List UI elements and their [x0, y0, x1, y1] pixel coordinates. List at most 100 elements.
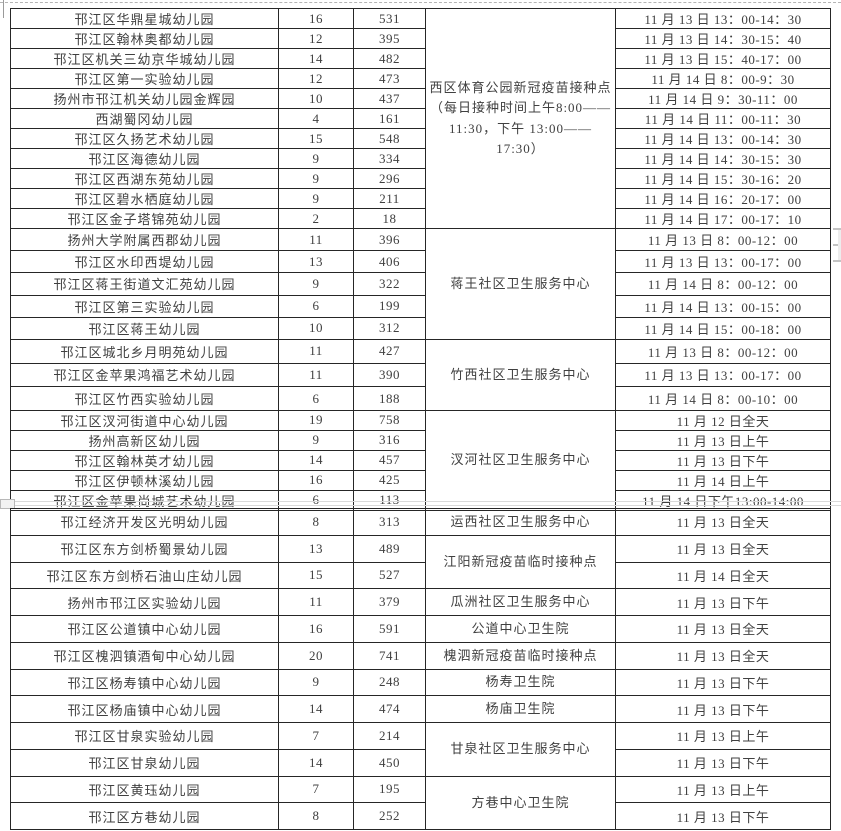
table-row: 邗江区伊顿林溪幼儿园 16 425 11 月 14 日上午 — [10, 469, 831, 491]
total-cell: 161 — [353, 108, 426, 129]
count-cell: 9 — [278, 148, 354, 169]
schedule-cell: 11 月 14 日 8：00-12：00 — [615, 272, 831, 296]
kindergarten-name-cell: 邗江区海德幼儿园 — [10, 148, 279, 169]
count-cell: 20 — [278, 641, 354, 670]
vaccination-site-cell: 江阳新冠疫苗临时接种点 — [425, 534, 616, 590]
table-row: 邗江经济开发区光明幼儿园 8 313 运西社区卫生服务中心 11 月 13 日全天 — [10, 508, 831, 536]
count-cell: 13 — [278, 534, 354, 563]
count-cell: 10 — [278, 88, 354, 109]
schedule-cell: 11 月 13 日下午 — [615, 588, 831, 616]
vaccination-schedule-table-rural: 邗江经济开发区光明幼儿园 8 313 运西社区卫生服务中心 11 月 13 日全天 邗江区… — [10, 508, 831, 830]
table-row: 邗江区杨寿镇中心幼儿园 9 248 杨寿卫生院 11 月 13 日下午 — [10, 668, 831, 697]
schedule-cell: 11 月 14 日 11：00-11：30 — [615, 108, 831, 129]
kindergarten-name-cell: 邗江区汊河街道中心幼儿园 — [10, 409, 279, 431]
crop-artifact-right-strip — [838, 230, 841, 260]
total-cell: 396 — [353, 227, 426, 252]
total-cell: 211 — [353, 188, 426, 209]
count-cell: 19 — [278, 409, 354, 431]
kindergarten-name-cell: 邗江区金苹果鸿福艺术幼儿园 — [10, 362, 279, 388]
kindergarten-name-cell: 邗江区杨庙镇中心幼儿园 — [10, 695, 279, 723]
total-cell: 457 — [353, 449, 426, 471]
kindergarten-name-cell: 邗江区东方剑桥蜀景幼儿园 — [10, 534, 279, 563]
kindergarten-name-cell: 邗江区碧水栖庭幼儿园 — [10, 188, 279, 209]
table-row: 邗江区蒋王幼儿园 10 312 11 月 14 日 15：00-18：00 — [10, 316, 831, 340]
kindergarten-name-cell: 邗江区槐泗镇酒甸中心幼儿园 — [10, 641, 279, 670]
schedule-cell: 11 月 13 日上午 — [615, 722, 831, 750]
kindergarten-name-cell: 扬州市邗江区实验幼儿园 — [10, 588, 279, 616]
kindergarten-name-cell: 邗江区西湖东苑幼儿园 — [10, 168, 279, 189]
vaccination-site-cell: 竹西社区卫生服务中心 — [425, 338, 616, 411]
count-cell: 16 — [278, 469, 354, 491]
count-cell: 9 — [278, 188, 354, 209]
table-row: 邗江区东方剑桥石油山庄幼儿园 15 527 11 月 14 日全天 — [10, 561, 831, 590]
count-cell: 16 — [278, 8, 354, 29]
vaccination-site-cell: 汊河社区卫生服务中心 — [425, 409, 616, 511]
kindergarten-name-cell: 邗江区金子塔锦苑幼儿园 — [10, 208, 279, 229]
total-cell: 296 — [353, 168, 426, 189]
table-row: 邗江区城北乡月明苑幼儿园 11 427 竹西社区卫生服务中心 11 月 13 日 8：0… — [10, 338, 831, 411]
schedule-cell: 11 月 14 日 16：20-17：00 — [615, 188, 831, 209]
table-row: 邗江区金苹果鸿福艺术幼儿园 11 390 11 月 13 日 13：00-17：00 — [10, 362, 831, 388]
table-row: 邗江区竹西实验幼儿园 6 188 11 月 14 日 8：00-10：00 — [10, 386, 831, 411]
schedule-cell: 11 月 14 日 8：00-10：00 — [615, 386, 831, 411]
count-cell: 2 — [278, 208, 354, 229]
total-cell: 390 — [353, 362, 426, 388]
table-row: 邗江区第一实验幼儿园 12 473 11 月 14 日 8：00-9：30 — [10, 68, 831, 89]
table-gap-line — [0, 501, 841, 502]
kindergarten-name-cell: 邗江区甘泉幼儿园 — [10, 748, 279, 777]
kindergarten-name-cell: 邗江区蒋王幼儿园 — [10, 316, 279, 340]
crop-artifact-right-tick — [833, 228, 841, 230]
count-cell: 11 — [278, 362, 354, 388]
table-row: 邗江区机关三幼京华城幼儿园 14 482 11 月 13 日 15：40-17：00 — [10, 48, 831, 69]
kindergarten-name-cell: 邗江区翰林奥都幼儿园 — [10, 28, 279, 49]
table-row: 邗江区黄珏幼儿园 7 195 方巷中心卫生院 11 月 13 日上午 — [10, 775, 831, 830]
vaccination-site-cell: 方巷中心卫生院 — [425, 775, 616, 830]
count-cell: 7 — [278, 722, 354, 750]
total-cell: 18 — [353, 208, 426, 229]
total-cell: 322 — [353, 272, 426, 296]
count-cell: 4 — [278, 108, 354, 129]
schedule-cell: 11 月 13 日 8：00-12：00 — [615, 338, 831, 364]
count-cell: 6 — [278, 386, 354, 411]
count-cell: 8 — [278, 508, 354, 536]
table-gap-line — [0, 505, 841, 506]
table-row: 扬州高新区幼儿园 9 316 11 月 13 日上午 — [10, 429, 831, 451]
total-cell: 527 — [353, 561, 426, 590]
total-cell: 199 — [353, 294, 426, 318]
vaccination-site-cell: 运西社区卫生服务中心 — [425, 508, 616, 536]
vaccination-site-cell: 蒋王社区卫生服务中心 — [425, 228, 616, 340]
schedule-cell: 11 月 14 日 17：00-17：10 — [615, 208, 831, 229]
schedule-cell: 11 月 14 日 13：00-15：00 — [615, 294, 831, 318]
vaccination-schedule-table-urban: 邗江区华鼎星城幼儿园 16 531 西区体育公园新冠疫苗接种点（每日接种时间上午8:0… — [10, 8, 831, 511]
schedule-cell: 11 月 13 日下午 — [615, 748, 831, 777]
total-cell: 188 — [353, 386, 426, 411]
table-row: 扬州市邗江机关幼儿园金辉园 10 437 11 月 14 日 9：30-11：00 — [10, 88, 831, 109]
table-row: 邗江区水印西堤幼儿园 13 406 11 月 13 日 13：00-17：00 — [10, 250, 831, 274]
table-row: 扬州市邗江区实验幼儿园 11 379 瓜洲社区卫生服务中心 11 月 13 日下午 — [10, 588, 831, 616]
kindergarten-name-cell: 邗江区公道镇中心幼儿园 — [10, 615, 279, 643]
count-cell: 9 — [278, 168, 354, 189]
count-cell: 11 — [278, 338, 354, 364]
crop-artifact-right-tick — [833, 244, 841, 246]
total-cell: 395 — [353, 28, 426, 49]
kindergarten-name-cell: 扬州高新区幼儿园 — [10, 429, 279, 451]
table-row: 邗江区东方剑桥蜀景幼儿园 13 489 江阳新冠疫苗临时接种点 11 月 13 日全天 — [10, 534, 831, 590]
schedule-cell: 11 月 13 日下午 — [615, 695, 831, 723]
schedule-cell: 11 月 14 日 15：30-16：20 — [615, 168, 831, 189]
count-cell: 10 — [278, 316, 354, 340]
table-row: 邗江区甘泉幼儿园 14 450 11 月 13 日下午 — [10, 748, 831, 777]
schedule-cell: 11 月 13 日上午 — [615, 775, 831, 804]
kindergarten-name-cell: 西湖蜀冈幼儿园 — [10, 108, 279, 129]
crop-artifact-right-tick — [833, 260, 841, 262]
total-cell: 252 — [353, 802, 426, 830]
count-cell: 11 — [278, 227, 354, 252]
kindergarten-name-cell: 邗江区黄珏幼儿园 — [10, 775, 279, 804]
schedule-cell: 11 月 14 日 9：30-11：00 — [615, 88, 831, 109]
count-cell: 12 — [278, 68, 354, 89]
table-row: 邗江区槐泗镇酒甸中心幼儿园 20 741 槐泗新冠疫苗临时接种点 11 月 13 日全天 — [10, 641, 831, 670]
count-cell: 16 — [278, 615, 354, 643]
table-row: 邗江区海德幼儿园 9 334 11 月 14 日 14：30-15：30 — [10, 148, 831, 169]
schedule-cell: 11 月 13 日 15：40-17：00 — [615, 48, 831, 69]
page-break-dashed-line — [0, 2, 841, 3]
